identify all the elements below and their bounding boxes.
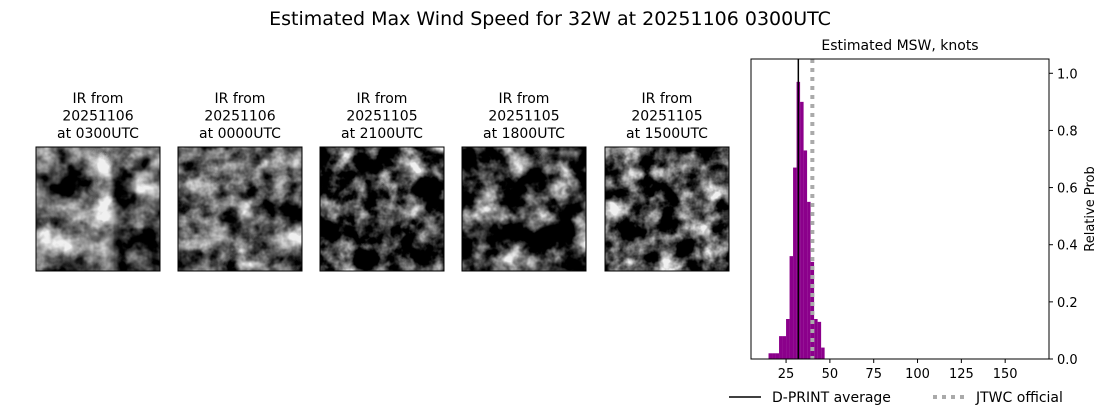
image-caption: at 1800UTC — [483, 126, 565, 142]
ir-image-frame — [35, 146, 161, 272]
y-tick-label: 0.4 — [1057, 239, 1078, 254]
x-tick-label: 25 — [778, 367, 795, 382]
image-caption: at 0300UTC — [57, 126, 139, 142]
y-tick-label: 0.0 — [1057, 353, 1078, 368]
figure-title: Estimated Max Wind Speed for 32W at 2025… — [269, 8, 831, 30]
ir-image — [320, 147, 444, 271]
bar — [810, 261, 815, 359]
bar — [800, 101, 804, 359]
bar — [821, 347, 825, 359]
bar — [779, 336, 783, 359]
image-caption: IR from — [499, 91, 550, 107]
bar — [807, 201, 811, 359]
ir-image — [36, 147, 160, 271]
y-axis-label: Relative Prob — [1083, 166, 1098, 251]
legend-label: JTWC official — [975, 390, 1063, 406]
x-tick-label: 75 — [865, 367, 882, 382]
image-caption: 20251105 — [346, 109, 417, 125]
ir-image-frame — [177, 146, 303, 272]
x-tick-label: 100 — [905, 367, 930, 382]
x-tick-label: 125 — [949, 367, 974, 382]
image-caption: at 2100UTC — [341, 126, 423, 142]
image-caption: 20251106 — [204, 109, 275, 125]
bar — [775, 353, 780, 359]
bar — [772, 353, 776, 359]
chart-title: Estimated MSW, knots — [821, 38, 978, 54]
ir-image-frame — [461, 146, 587, 272]
image-caption: at 0000UTC — [199, 126, 281, 142]
x-tick-label: 150 — [993, 367, 1018, 382]
bar — [768, 353, 773, 359]
image-caption: IR from — [357, 91, 408, 107]
y-tick-label: 0.8 — [1057, 124, 1078, 139]
y-tick-label: 0.2 — [1057, 296, 1078, 311]
y-tick-label: 0.6 — [1057, 182, 1078, 197]
image-caption: 20251105 — [631, 109, 702, 125]
x-tick-label: 50 — [822, 367, 839, 382]
image-caption: 20251106 — [62, 109, 133, 125]
bar — [786, 319, 790, 359]
bar — [814, 319, 818, 359]
bar — [793, 167, 797, 359]
image-caption: IR from — [642, 91, 693, 107]
y-tick-label: 1.0 — [1057, 67, 1078, 82]
bar — [789, 256, 794, 359]
image-caption: IR from — [215, 91, 266, 107]
image-caption: 20251105 — [488, 109, 559, 125]
bar — [782, 336, 787, 359]
bar — [803, 150, 808, 359]
ir-image-frame — [604, 146, 730, 272]
image-caption: IR from — [73, 91, 124, 107]
ir-image — [605, 147, 729, 271]
ir-image — [462, 147, 586, 271]
image-caption: at 1500UTC — [626, 126, 708, 142]
ir-image — [178, 147, 302, 271]
bar — [817, 321, 822, 359]
ir-image-frame — [319, 146, 445, 272]
legend-label: D-PRINT average — [772, 390, 891, 406]
plot-frame — [750, 58, 1050, 360]
